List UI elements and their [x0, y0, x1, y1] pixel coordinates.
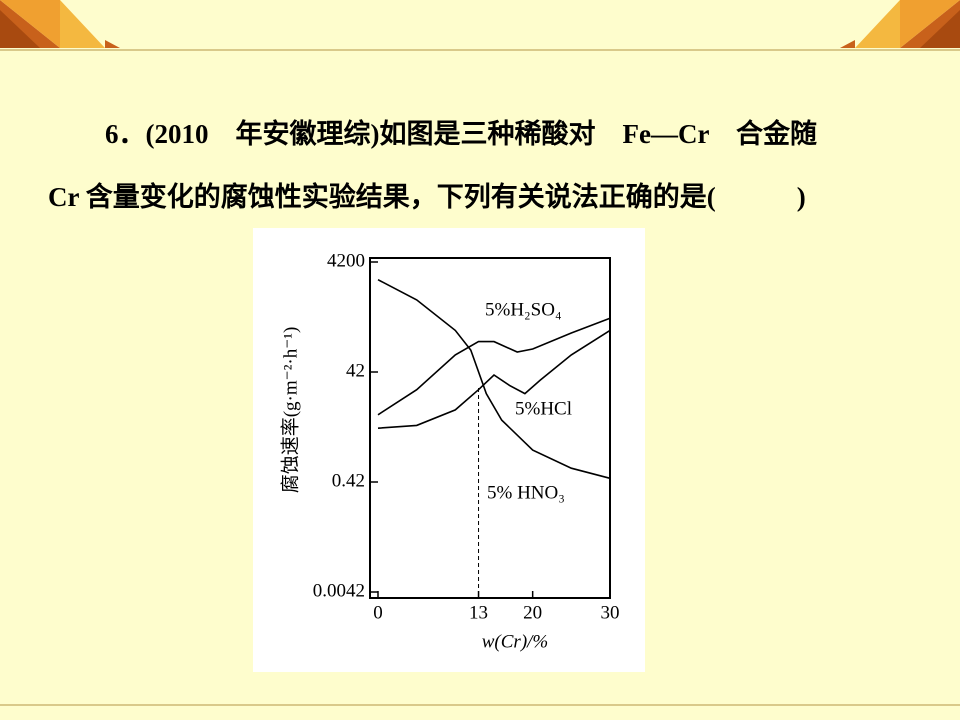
series-line: [377, 317, 611, 416]
corner-decoration: [0, 0, 960, 48]
series-line: [377, 278, 611, 480]
y-axis-label: 腐蚀速率(g·m⁻²·h⁻¹): [279, 327, 301, 494]
chart: 腐蚀速率(g·m⁻²·h⁻¹) w(Cr)/% 0.0042 0.42 42 4200…: [279, 250, 619, 652]
y-tick-label: 0.0042: [313, 580, 365, 601]
series-label: 5% HNO₃: [487, 482, 565, 503]
x-axis-label: w(Cr)/%: [482, 631, 549, 652]
x-tick-label: 20: [523, 602, 542, 623]
series-line: [377, 329, 611, 429]
y-tick-label: 4200: [327, 250, 365, 271]
chart-panel: [253, 228, 645, 672]
question-line: Cr 含量变化的腐蚀性实验结果，下列有关说法正确的是( ): [48, 181, 806, 212]
x-tick-label: 13: [469, 602, 488, 623]
x-tick-label: 30: [601, 602, 620, 623]
y-tick-label: 42: [346, 360, 365, 381]
x-tick-label: 0: [373, 602, 383, 623]
question-line: 6．(2010 年安徽理综)如图是三种稀酸对 Fe—Cr 合金随: [105, 118, 817, 149]
series-label: 5%HCl: [515, 398, 572, 419]
series-label: 5%H₂SO₄: [485, 299, 562, 320]
plot-frame: [369, 257, 611, 599]
y-tick-label: 0.42: [332, 470, 365, 491]
